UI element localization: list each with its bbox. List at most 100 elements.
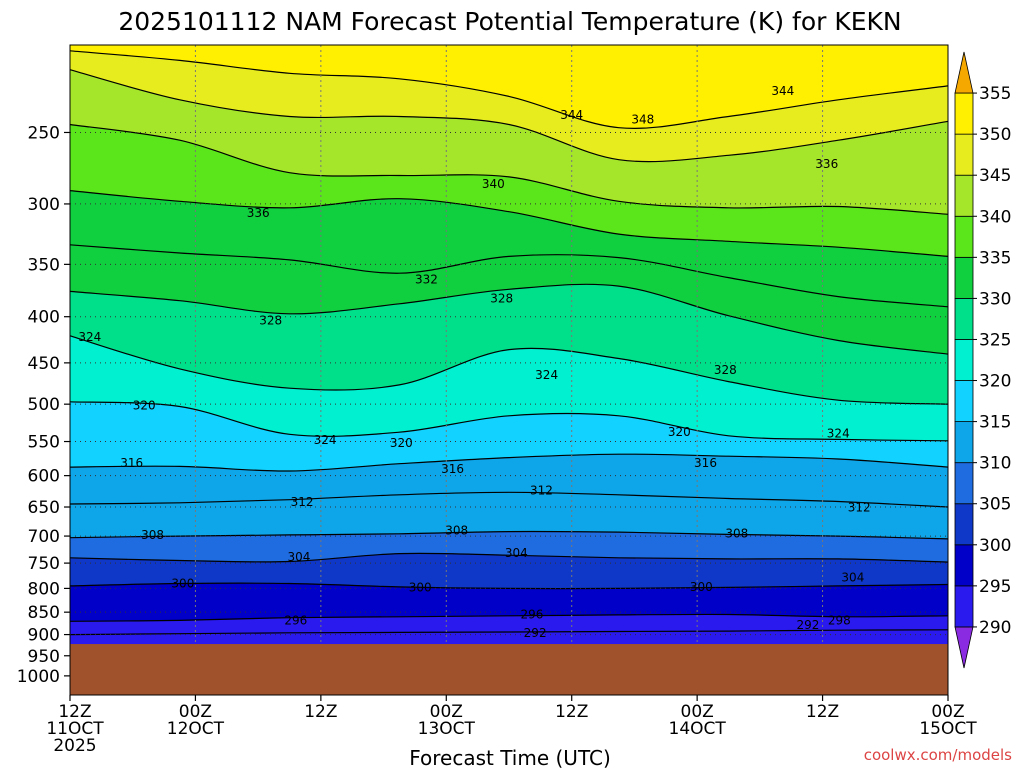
contour-label-2: 296 xyxy=(284,613,307,627)
contour-344 xyxy=(69,69,949,163)
contour-label-27: 328 xyxy=(259,314,282,328)
y-tick-600: 600 xyxy=(28,467,60,487)
contour-332 xyxy=(69,244,949,308)
x-tick-36-line1: 00Z xyxy=(430,702,463,722)
contour-label-17: 316 xyxy=(120,456,143,470)
contour-label-text-304: 304 xyxy=(841,570,864,584)
contour-label-text-304: 304 xyxy=(287,550,310,564)
colorbar-swatch-12 xyxy=(954,133,974,176)
contour-312 xyxy=(69,491,949,508)
contour-label-6: 300 xyxy=(409,580,432,594)
y-tick-1000: 1000 xyxy=(17,667,60,687)
contour-328 xyxy=(69,283,949,355)
contour-label-29: 328 xyxy=(714,363,737,377)
contour-label-35: 344 xyxy=(771,84,794,98)
plot-frame xyxy=(69,44,949,696)
contour-label-5: 300 xyxy=(171,576,194,590)
y-tick-550: 550 xyxy=(28,433,60,453)
colorbar-label-310: 310 xyxy=(979,454,1011,474)
credit-text: coolwx.com/models xyxy=(864,746,1012,764)
contour-label-text-320: 320 xyxy=(133,399,156,413)
fill-band-320 xyxy=(70,335,948,441)
contour-label-19: 316 xyxy=(694,456,717,470)
y-tick-650: 650 xyxy=(28,498,60,518)
contour-label-11: 308 xyxy=(141,528,164,542)
x-tick-0-line3: 2025 xyxy=(53,736,96,756)
fill-band-300 xyxy=(70,553,948,589)
contour-label-text-348: 348 xyxy=(631,113,654,127)
contour-label-text-344: 344 xyxy=(560,108,583,122)
contour-label-text-328: 328 xyxy=(490,292,513,306)
contour-label-text-328: 328 xyxy=(259,314,282,328)
contour-label-text-296: 296 xyxy=(284,613,307,627)
colorbar: 290 295 300 305 310 315 320 325 330 335 340 345 350 3… xyxy=(954,51,1011,669)
contour-label-32: 336 xyxy=(815,157,838,171)
colorbar-swatch-1 xyxy=(954,585,974,628)
contour-label-10: 304 xyxy=(841,570,864,584)
y-tick-950: 950 xyxy=(28,647,60,667)
x-tick-0-line2: 11OCT xyxy=(46,719,104,739)
fill-band-312 xyxy=(70,454,948,507)
contour-label-text-320: 320 xyxy=(390,436,413,450)
contour-label-text-312: 312 xyxy=(291,495,314,509)
x-tick-48-line1: 12Z xyxy=(555,702,588,722)
x-tick-60-line1: 00Z xyxy=(681,702,714,722)
colorbar-swatch-11 xyxy=(954,174,974,217)
contour-label-text-308: 308 xyxy=(725,526,748,540)
contour-label-text-344: 344 xyxy=(771,84,794,98)
colorbar-label-305: 305 xyxy=(979,495,1011,515)
contour-label-1: 292 xyxy=(796,618,819,632)
contour-label-30: 332 xyxy=(415,273,438,287)
fill-band-336 xyxy=(70,124,948,257)
fill-band-344 xyxy=(70,50,948,162)
contour-label-23: 324 xyxy=(78,330,101,344)
contour-label-text-328: 328 xyxy=(714,363,737,377)
contour-336 xyxy=(69,190,949,257)
fill-band-292 xyxy=(70,614,948,635)
x-tick-0-line1: 12Z xyxy=(58,702,91,722)
contour-label-34: 344 xyxy=(560,108,583,122)
fill-band-296 xyxy=(70,583,948,622)
y-tick-450: 450 xyxy=(28,354,60,374)
contour-324 xyxy=(69,335,949,405)
contour-label-text-308: 308 xyxy=(141,528,164,542)
colorbar-swatch-0 xyxy=(954,626,974,669)
x-tick-36-line2: 13OCT xyxy=(418,719,476,739)
contour-label-text-340: 340 xyxy=(482,177,505,191)
colorbar-label-300: 300 xyxy=(979,536,1011,556)
fill-band-316 xyxy=(70,401,948,472)
colorbar-swatch-3 xyxy=(954,503,974,546)
colorbar-label-325: 325 xyxy=(979,330,1011,350)
colorbar-label-330: 330 xyxy=(979,289,1011,309)
colorbar-label-355: 355 xyxy=(979,84,1011,104)
colorbar-swatch-14 xyxy=(954,51,974,94)
y-tick-500: 500 xyxy=(28,395,60,415)
contour-label-text-298: 298 xyxy=(828,613,851,627)
y-tick-850: 850 xyxy=(28,603,60,623)
y-axis: 250 300 350 400 450 500 550 600 650 700 750 800 850 9… xyxy=(17,123,70,687)
colorbar-swatch-8 xyxy=(954,297,974,340)
contour-label-9: 304 xyxy=(505,546,528,560)
contour-label-3: 296 xyxy=(521,607,544,621)
colorbar-swatch-6 xyxy=(954,380,974,422)
contour-label-text-324: 324 xyxy=(78,330,101,344)
contour-label-25: 324 xyxy=(535,368,558,382)
colorbar-label-320: 320 xyxy=(979,372,1011,392)
contour-label-33: 340 xyxy=(482,177,505,191)
contour-lines xyxy=(69,50,949,636)
contour-label-text-324: 324 xyxy=(827,427,850,441)
contour-label-22: 320 xyxy=(668,425,691,439)
y-tick-400: 400 xyxy=(28,308,60,328)
y-tick-900: 900 xyxy=(28,626,60,646)
contour-labels: 292 292 296 296 298 300 300 300 304 304 304 308 308 3… xyxy=(78,84,870,640)
contour-label-text-300: 300 xyxy=(409,580,432,594)
contour-340 xyxy=(69,123,949,215)
contour-320 xyxy=(69,401,949,442)
x-tick-24-line1: 12Z xyxy=(304,702,337,722)
contour-label-26: 324 xyxy=(827,427,850,441)
colorbar-label-350: 350 xyxy=(979,125,1011,145)
colorbar-swatch-5 xyxy=(954,421,974,464)
colorbar-label-315: 315 xyxy=(979,413,1011,433)
fill-band-332 xyxy=(70,190,948,307)
contour-label-21: 320 xyxy=(390,436,413,450)
